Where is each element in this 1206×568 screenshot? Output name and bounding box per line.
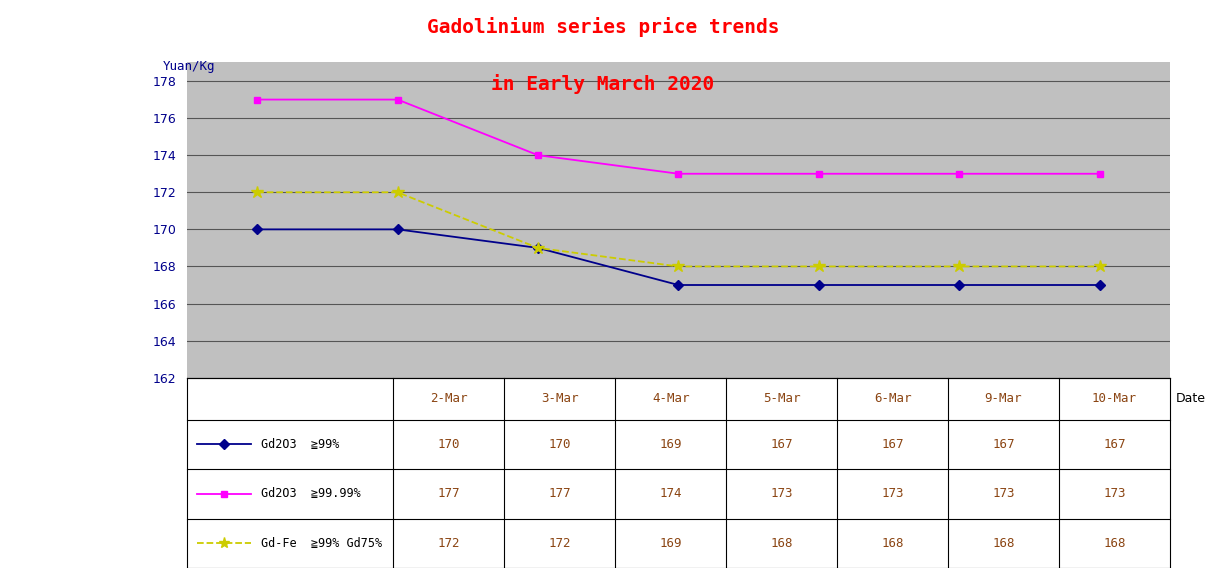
Text: 168: 168 (993, 537, 1014, 550)
Text: 173: 173 (993, 487, 1014, 500)
Text: 167: 167 (993, 438, 1014, 451)
Text: 170: 170 (438, 438, 459, 451)
Text: 2-Mar: 2-Mar (431, 392, 468, 405)
Text: 177: 177 (549, 487, 570, 500)
Text: 172: 172 (438, 537, 459, 550)
Text: 168: 168 (771, 537, 792, 550)
Text: 173: 173 (1103, 487, 1125, 500)
Text: Gd2O3  ≧99%: Gd2O3 ≧99% (260, 438, 339, 451)
Text: 173: 173 (882, 487, 903, 500)
Text: 10-Mar: 10-Mar (1091, 392, 1137, 405)
Text: Gadolinium series price trends: Gadolinium series price trends (427, 17, 779, 37)
Text: 6-Mar: 6-Mar (874, 392, 912, 405)
Text: 169: 169 (660, 537, 681, 550)
Text: 173: 173 (771, 487, 792, 500)
Text: 167: 167 (882, 438, 903, 451)
Text: Gd-Fe  ≧99% Gd75%: Gd-Fe ≧99% Gd75% (260, 537, 382, 550)
Text: 168: 168 (882, 537, 903, 550)
Text: 167: 167 (1103, 438, 1125, 451)
Text: 169: 169 (660, 438, 681, 451)
Text: 168: 168 (1103, 537, 1125, 550)
Text: in Early March 2020: in Early March 2020 (491, 74, 715, 94)
Text: Yuan/Kg: Yuan/Kg (163, 60, 216, 73)
Text: 172: 172 (549, 537, 570, 550)
Text: Gd2O3  ≧99.99%: Gd2O3 ≧99.99% (260, 487, 361, 500)
Text: 177: 177 (438, 487, 459, 500)
Text: 3-Mar: 3-Mar (541, 392, 579, 405)
Text: 174: 174 (660, 487, 681, 500)
Text: 9-Mar: 9-Mar (984, 392, 1023, 405)
Text: 170: 170 (549, 438, 570, 451)
Text: 167: 167 (771, 438, 792, 451)
Text: 4-Mar: 4-Mar (652, 392, 690, 405)
Text: Date: Date (1176, 392, 1206, 405)
Text: 5-Mar: 5-Mar (763, 392, 801, 405)
